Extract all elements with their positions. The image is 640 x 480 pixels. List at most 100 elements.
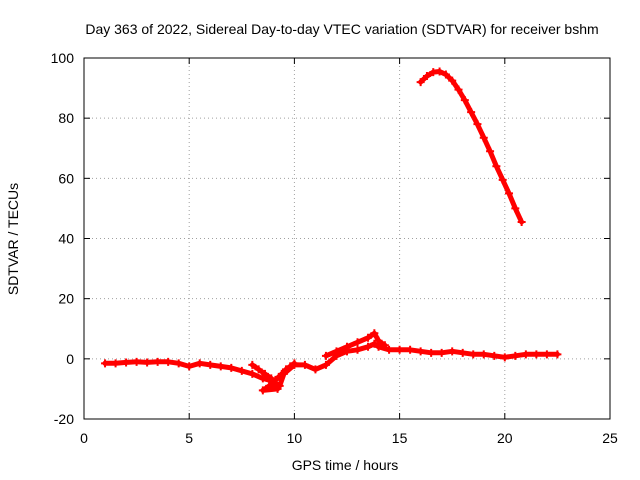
data-point <box>422 72 431 81</box>
data-point <box>370 339 379 348</box>
data-point <box>143 358 152 367</box>
x-tick-label: 15 <box>392 430 408 446</box>
y-tick-label: -20 <box>54 411 74 427</box>
data-point <box>448 347 457 356</box>
data-point <box>479 350 488 359</box>
data-point <box>486 147 495 156</box>
data-point <box>406 345 415 354</box>
data-point <box>273 384 282 393</box>
data-point <box>321 351 330 360</box>
plot-frame <box>83 57 611 420</box>
data-point <box>441 70 450 79</box>
y-tick-label: 80 <box>58 110 74 126</box>
data-point <box>458 348 467 357</box>
data-point <box>511 204 520 213</box>
data-point <box>427 348 436 357</box>
data-point <box>277 369 286 378</box>
x-tick-label: 10 <box>287 430 303 446</box>
data-point <box>174 359 183 368</box>
data-point <box>164 357 173 366</box>
data-point <box>269 380 278 389</box>
data-point <box>271 375 280 384</box>
data-point <box>437 348 446 357</box>
data-point <box>505 189 514 198</box>
series-3 <box>416 67 526 226</box>
data-point <box>498 175 507 184</box>
data-point <box>311 365 320 374</box>
data-point <box>248 369 257 378</box>
data-point <box>454 85 463 94</box>
x-tick-label: 5 <box>185 430 193 446</box>
data-point <box>227 363 236 372</box>
data-point <box>511 351 520 360</box>
data-point <box>385 345 394 354</box>
data-point <box>254 365 263 374</box>
x-tick-label: 0 <box>80 430 88 446</box>
data-point <box>416 347 425 356</box>
data-point <box>265 381 274 390</box>
series-0 <box>101 339 562 390</box>
chart-title: Day 363 of 2022, Sidereal Day-to-day VTE… <box>85 21 598 37</box>
data-point <box>185 362 194 371</box>
data-point <box>206 360 215 369</box>
data-point <box>332 347 341 356</box>
data-point <box>395 345 404 354</box>
data-point <box>500 353 509 362</box>
data-point <box>281 365 290 374</box>
series-band <box>418 69 525 225</box>
data-point <box>364 342 373 351</box>
y-axis-label: SDTVAR / TECUs <box>5 183 21 295</box>
data-point <box>467 108 476 117</box>
data-point <box>300 360 309 369</box>
data-point <box>416 78 425 87</box>
x-axis-label: GPS time / hours <box>292 457 399 473</box>
data-point <box>517 217 526 226</box>
data-point <box>267 374 276 383</box>
data-point <box>380 341 389 350</box>
data-point <box>460 96 469 105</box>
y-tick-label: 60 <box>58 170 74 186</box>
grid-lines <box>84 58 610 419</box>
data-point <box>435 67 444 76</box>
data-point <box>469 350 478 359</box>
data-point <box>111 359 120 368</box>
data-point <box>101 359 110 368</box>
x-tick-label: 20 <box>497 430 513 446</box>
data-marks <box>101 67 562 395</box>
data-point <box>248 360 257 369</box>
data-point <box>132 357 141 366</box>
data-point <box>321 360 330 369</box>
data-point <box>258 386 267 395</box>
data-point <box>473 120 482 129</box>
data-point <box>258 374 267 383</box>
y-tick-label: 100 <box>51 50 75 66</box>
data-point <box>122 358 131 367</box>
x-tick-label: 25 <box>602 430 618 446</box>
data-point <box>364 333 373 342</box>
y-tick-label: 20 <box>58 291 74 307</box>
y-tick-label: 40 <box>58 231 74 247</box>
data-point <box>374 336 383 345</box>
data-point <box>353 338 362 347</box>
data-point <box>286 362 295 371</box>
series-2 <box>321 329 389 360</box>
data-point <box>479 133 488 142</box>
data-point <box>216 362 225 371</box>
data-point <box>448 76 457 85</box>
data-point <box>195 359 204 368</box>
series-1 <box>248 359 299 395</box>
data-point <box>370 329 379 338</box>
data-point <box>492 162 501 171</box>
data-point <box>290 359 299 368</box>
data-point <box>542 350 551 359</box>
data-point <box>153 357 162 366</box>
data-point <box>490 351 499 360</box>
data-point <box>553 350 562 359</box>
data-point <box>343 342 351 351</box>
axis-ticks: 0 5 10 15 20 25 -20 0 20 40 60 80 100 <box>51 50 618 446</box>
data-point <box>260 369 269 378</box>
series-band <box>102 341 560 389</box>
y-tick-label: 0 <box>66 351 74 367</box>
data-point <box>353 345 362 354</box>
